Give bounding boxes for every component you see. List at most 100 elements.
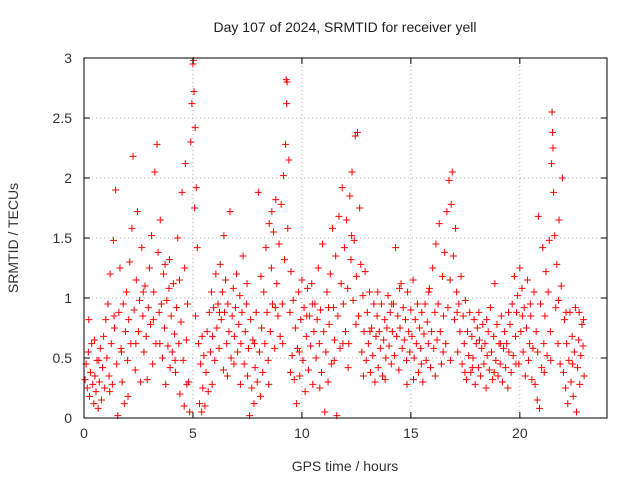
data-point [485,366,493,374]
data-point [505,348,513,356]
data-point [160,270,168,278]
data-point [179,356,187,364]
data-point [523,276,531,284]
data-point [511,332,519,340]
data-point [386,308,394,316]
data-point [353,128,361,136]
data-point [570,348,578,356]
data-point [464,328,472,336]
data-point [435,220,443,228]
data-point [121,328,129,336]
data-point [213,324,221,332]
data-point [222,276,230,284]
data-point [539,244,547,252]
data-point [197,360,205,368]
data-point [190,88,198,96]
data-point [363,308,371,316]
data-point [90,400,98,408]
data-point [287,268,295,276]
data-point [238,308,246,316]
data-point [119,300,127,308]
data-point [516,264,524,272]
data-point [512,360,520,368]
data-point [287,368,295,376]
data-point [198,408,206,416]
data-point [117,348,125,356]
data-point [181,264,189,272]
data-point [513,308,521,316]
data-point [125,316,133,324]
data-point [231,304,239,312]
data-point [259,368,267,376]
data-point [446,276,454,284]
data-point [562,384,570,392]
data-point [106,270,114,278]
data-point [149,360,157,368]
data-point [220,232,228,240]
data-point [382,354,390,362]
data-point [433,336,441,344]
data-point [240,360,248,368]
data-point [314,264,322,272]
data-point [166,364,174,372]
data-point [175,276,183,284]
data-point [134,328,142,336]
data-point [415,368,423,376]
data-point [154,248,162,256]
data-point [267,264,275,272]
data-point [331,336,339,344]
data-point [161,324,169,332]
data-point [409,276,417,284]
data-point [250,340,258,348]
data-point [369,352,377,360]
data-point [452,224,460,232]
data-point [441,248,449,256]
data-point [97,396,105,404]
data-point [167,312,175,320]
data-point [234,348,242,356]
data-point [529,344,537,352]
data-point [479,320,487,328]
data-point [316,306,324,314]
data-point [556,360,564,368]
data-point [501,328,509,336]
data-point [254,188,262,196]
data-point [325,304,333,312]
data-point [347,256,355,264]
data-point [260,288,268,296]
data-point [273,280,281,288]
data-point [345,340,353,348]
data-point [265,220,273,228]
data-point [346,192,354,200]
data-point [283,78,291,86]
data-point [325,320,333,328]
data-point [504,384,512,392]
data-point [540,340,548,348]
data-point [466,308,474,316]
data-point [223,340,231,348]
data-point [226,208,234,216]
data-point [302,332,310,340]
data-point [88,340,96,348]
data-point [372,332,380,340]
data-point [263,308,271,316]
data-point [388,328,396,336]
data-point [498,378,506,386]
data-point [124,356,132,364]
data-point [206,348,214,356]
data-point [285,156,293,164]
data-point [365,288,373,296]
data-point [243,280,251,288]
data-point [355,312,363,320]
data-point [216,308,224,316]
data-point [277,200,285,208]
data-point [268,300,276,308]
data-point [340,244,348,252]
data-point [375,328,383,336]
data-point [275,240,283,248]
data-point [399,304,407,312]
data-point [155,308,163,316]
data-point [396,324,404,332]
data-point [412,340,420,348]
data-point [563,340,571,348]
